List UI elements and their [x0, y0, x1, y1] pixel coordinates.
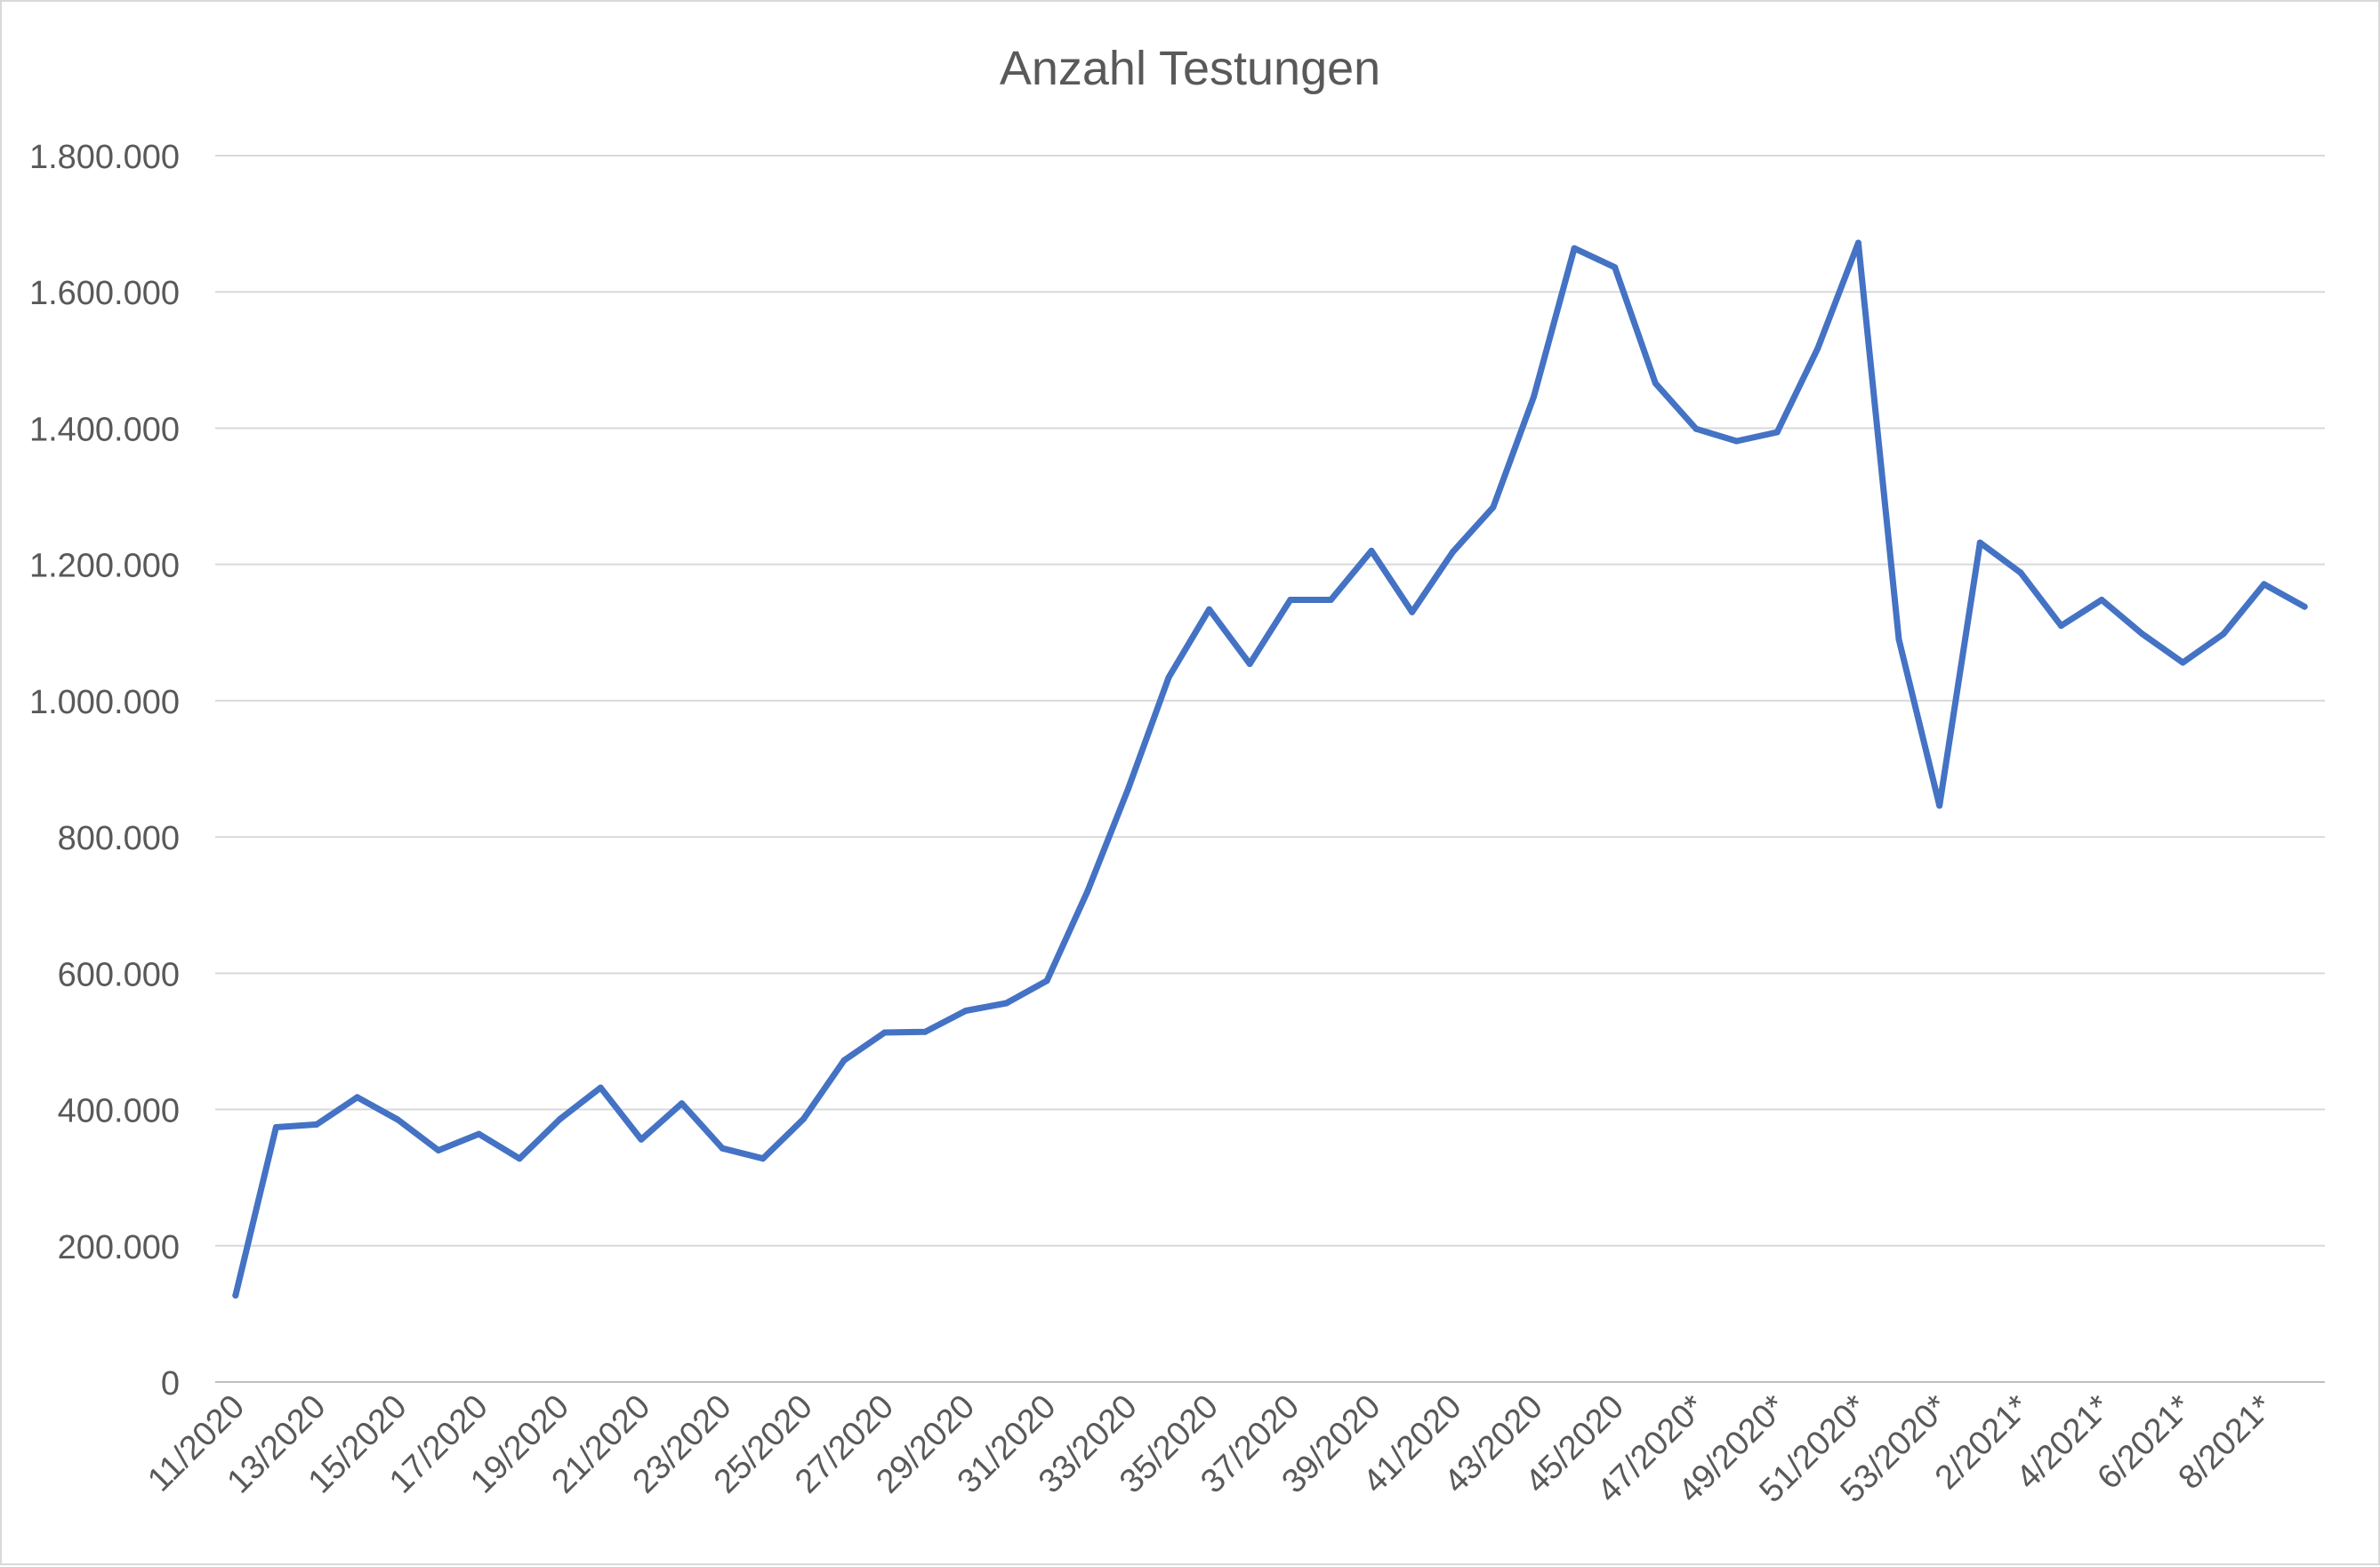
gridlines [215, 155, 2325, 1247]
x-axis-tick-labels: 11/202013/202015/202017/202019/202021/20… [141, 1388, 2280, 1510]
data-point [1449, 549, 1456, 556]
y-tick-label: 1.000.000 [29, 684, 180, 721]
y-tick-label: 0 [161, 1365, 180, 1402]
data-point [800, 1115, 807, 1122]
data-point [232, 1292, 239, 1299]
y-tick-label: 400.000 [58, 1093, 180, 1130]
data-point [313, 1121, 320, 1128]
data-point [354, 1094, 361, 1101]
data-point [1490, 503, 1497, 510]
data-point [2261, 581, 2268, 588]
data-point [638, 1136, 645, 1143]
data-point [760, 1155, 767, 1162]
data-point [597, 1084, 604, 1091]
series-line [232, 239, 2308, 1299]
y-tick-label: 1.600.000 [29, 275, 180, 312]
data-point [1936, 802, 1943, 809]
data-point [1003, 1000, 1009, 1007]
data-point [1246, 661, 1253, 668]
data-point [435, 1147, 442, 1154]
data-point [921, 1028, 929, 1035]
data-point [2179, 659, 2186, 666]
data-point [962, 1007, 969, 1014]
data-point [1531, 393, 1537, 400]
data-point [1206, 606, 1213, 613]
data-point [1895, 636, 1902, 643]
data-point [476, 1130, 482, 1137]
data-point [2139, 631, 2146, 638]
data-point [272, 1123, 279, 1130]
data-point [2098, 597, 2105, 604]
data-point [1124, 785, 1131, 792]
data-point [881, 1029, 888, 1036]
data-point [1084, 888, 1091, 895]
data-point [1773, 429, 1781, 436]
data-point [1976, 539, 1983, 546]
data-point [1368, 547, 1375, 554]
data-point [2017, 569, 2024, 576]
data-point [1287, 597, 1294, 604]
y-tick-label: 200.000 [58, 1229, 180, 1266]
data-point [516, 1155, 523, 1162]
series-layer [232, 239, 2308, 1299]
data-point [1043, 977, 1050, 984]
data-point [2301, 603, 2308, 610]
data-point [1612, 264, 1619, 271]
data-point [394, 1116, 401, 1123]
chart-title: Anzahl Testungen [999, 42, 1381, 95]
data-point [2058, 623, 2064, 630]
y-tick-label: 1.800.000 [29, 139, 180, 176]
data-point [719, 1145, 726, 1152]
y-tick-label: 1.200.000 [29, 548, 180, 585]
data-point [1327, 597, 1334, 604]
data-point [1733, 438, 1741, 445]
data-point [1652, 380, 1659, 387]
data-point [1814, 345, 1821, 352]
data-point [1854, 239, 1861, 246]
data-point [2220, 631, 2227, 638]
y-tick-label: 1.400.000 [29, 411, 180, 448]
y-tick-label: 600.000 [58, 956, 180, 993]
data-point [1693, 425, 1700, 432]
y-axis-tick-labels: 0 200.000 400.000 600.000 800.000 1.000.000 1.… [29, 139, 180, 1402]
data-point [1165, 674, 1172, 681]
data-point [1409, 608, 1416, 615]
data-point [557, 1115, 564, 1122]
data-point [840, 1057, 848, 1064]
data-point [1571, 245, 1578, 252]
data-point [679, 1100, 686, 1107]
y-tick-label: 800.000 [58, 820, 180, 857]
